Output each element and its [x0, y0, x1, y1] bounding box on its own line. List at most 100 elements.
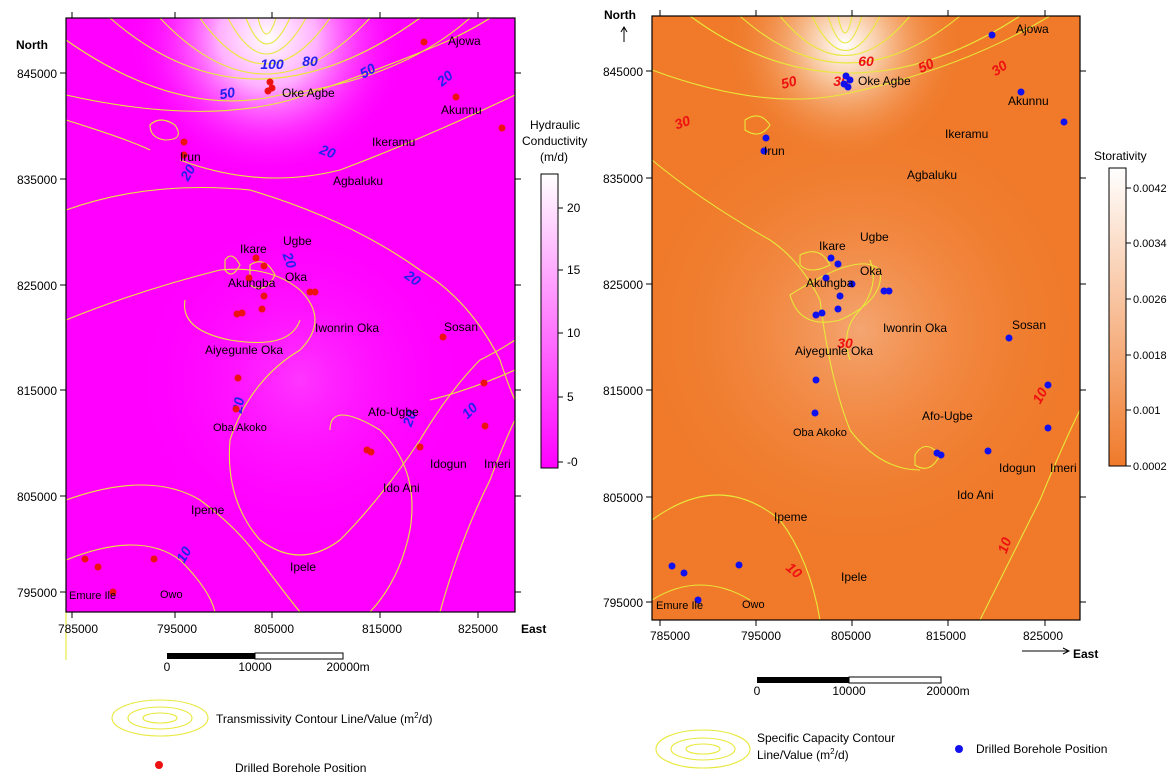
- place-label: Oka: [285, 270, 307, 284]
- right-tick-marks: [646, 10, 1086, 626]
- place-label: Afo-Ugbe: [368, 405, 419, 419]
- right-place-names: Ajowa Oke Agbe Akunnu Ikeramu Irun Agbal…: [656, 22, 1077, 612]
- contour-label: 60: [858, 53, 874, 69]
- borehole-marker: [988, 31, 996, 39]
- borehole-marker: [812, 376, 820, 384]
- right-y-tick: 805000: [603, 491, 643, 505]
- legend-tick-label: 10: [567, 326, 581, 340]
- scale-label: 0: [164, 660, 171, 674]
- place-label: Irun: [764, 144, 785, 158]
- legend-title-line: Storativity: [1094, 149, 1147, 163]
- scale-label: 10000: [238, 660, 272, 674]
- place-label: Ido Ani: [957, 488, 994, 502]
- borehole-marker: [818, 309, 826, 317]
- right-scale-bar: 0 10000 20000m: [754, 676, 970, 698]
- left-contour-labels: 100 80 50 50 20 20 20 20 20 20 20 10 10: [173, 53, 481, 565]
- right-boreholes: [668, 31, 1068, 604]
- left-north-label: North: [16, 38, 48, 52]
- left-y-tick: 825000: [17, 279, 57, 293]
- borehole-marker: [680, 569, 688, 577]
- place-label: Sosan: [444, 320, 478, 334]
- borehole-marker: [760, 147, 768, 155]
- legend-color-bar: [1108, 167, 1127, 467]
- right-y-tick: 825000: [603, 278, 643, 292]
- borehole-marker: [834, 305, 842, 313]
- scale-label: 0: [754, 684, 761, 698]
- place-label: Owo: [160, 589, 183, 601]
- place-label: Irun: [180, 150, 201, 164]
- legend-tick-label: 15: [567, 263, 581, 277]
- place-label: Ipeme: [774, 510, 808, 524]
- contour-label: 50: [779, 72, 798, 92]
- borehole-marker: [232, 405, 240, 413]
- left-y-tick: 835000: [17, 173, 57, 187]
- contour-label: 10: [1029, 385, 1051, 407]
- place-label: Owo: [742, 599, 765, 611]
- right-north-label: North: [604, 8, 636, 22]
- right-x-tick: 825000: [1023, 629, 1063, 643]
- key-borehole-text: Drilled Borehole Position: [976, 742, 1107, 756]
- place-label: Oba Akoko: [793, 427, 847, 439]
- borehole-marker: [844, 83, 852, 91]
- legend-tick-marks: [1126, 187, 1131, 467]
- place-label: Imeri: [484, 457, 511, 471]
- borehole-marker: [260, 292, 268, 300]
- place-label: Ipeme: [191, 503, 225, 517]
- legend-title-line: (m/d): [540, 150, 568, 164]
- place-label: Ipele: [290, 560, 316, 574]
- place-label: Ugbe: [283, 234, 312, 248]
- place-label: Akungba: [228, 276, 276, 290]
- borehole-marker: [258, 305, 266, 313]
- right-map-frame: [651, 15, 1081, 621]
- left-key: Transmissivity Contour Line/Value (m2/d)…: [111, 699, 433, 775]
- borehole-marker: [846, 76, 854, 84]
- left-contour-lines: [65, 17, 516, 660]
- borehole-marker: [735, 561, 743, 569]
- borehole-marker: [762, 134, 770, 142]
- place-label: Aiyegunle Oka: [205, 343, 283, 357]
- right-y-tick: 795000: [603, 596, 643, 610]
- place-label: Afo-Ugbe: [922, 409, 973, 423]
- borehole-marker: [480, 379, 488, 387]
- right-map-peak-shading: [652, 16, 1080, 620]
- contour-symbol-icon: [111, 699, 209, 737]
- place-label: Ugbe: [860, 230, 889, 244]
- contour-label: 100: [260, 56, 284, 72]
- legend-tick-marks: [558, 207, 563, 463]
- place-label: Idogun: [999, 461, 1036, 475]
- left-x-tick-labels: 785000 795000 805000 815000 825000: [58, 622, 498, 636]
- place-label: Ikare: [819, 239, 846, 253]
- left-x-tick: 785000: [58, 622, 98, 636]
- place-label: Iwonrin Oka: [315, 321, 379, 335]
- left-place-names: Ajowa Oke Agbe Akunnu Ikeramu Irun Agbal…: [69, 34, 511, 602]
- borehole-marker: [811, 409, 819, 417]
- key-contour-text: Transmissivity Contour Line/Value (m2/d): [216, 711, 433, 726]
- scale-label: 20000m: [326, 660, 369, 674]
- right-x-tick: 795000: [741, 629, 781, 643]
- borehole-marker: [439, 333, 447, 341]
- legend-tick-label: 5: [567, 390, 574, 404]
- legend-tick-label: 0.0034: [1133, 238, 1167, 250]
- key-contour-text: Specific Capacity Contour: [757, 731, 895, 745]
- right-map: North 845000 835000 825000 815000 805000…: [603, 8, 1167, 769]
- borehole-marker: [268, 84, 276, 92]
- borehole-marker: [880, 287, 888, 295]
- left-y-tick-marks: [60, 12, 521, 618]
- place-label: Akunnu: [1008, 94, 1049, 108]
- contour-label: 80: [302, 53, 318, 69]
- place-label: Ido Ani: [383, 481, 420, 495]
- right-y-tick: 815000: [603, 384, 643, 398]
- right-key: Specific Capacity Contour Line/Value (m2…: [655, 729, 1107, 769]
- scale-label: 20000m: [926, 684, 969, 698]
- place-label: Agbaluku: [907, 168, 957, 182]
- key-contour-text-line2: Line/Value (m2/d): [757, 747, 849, 762]
- borehole-marker: [94, 563, 102, 571]
- borehole-marker: [311, 288, 319, 296]
- place-label: Ajowa: [1016, 22, 1049, 36]
- borehole-marker: [367, 448, 375, 456]
- right-y-tick: 835000: [603, 172, 643, 186]
- contour-label: 50: [357, 60, 379, 82]
- place-label: Ipele: [841, 570, 867, 584]
- left-y-tick: 815000: [17, 384, 57, 398]
- place-label: Oke Agbe: [282, 86, 335, 100]
